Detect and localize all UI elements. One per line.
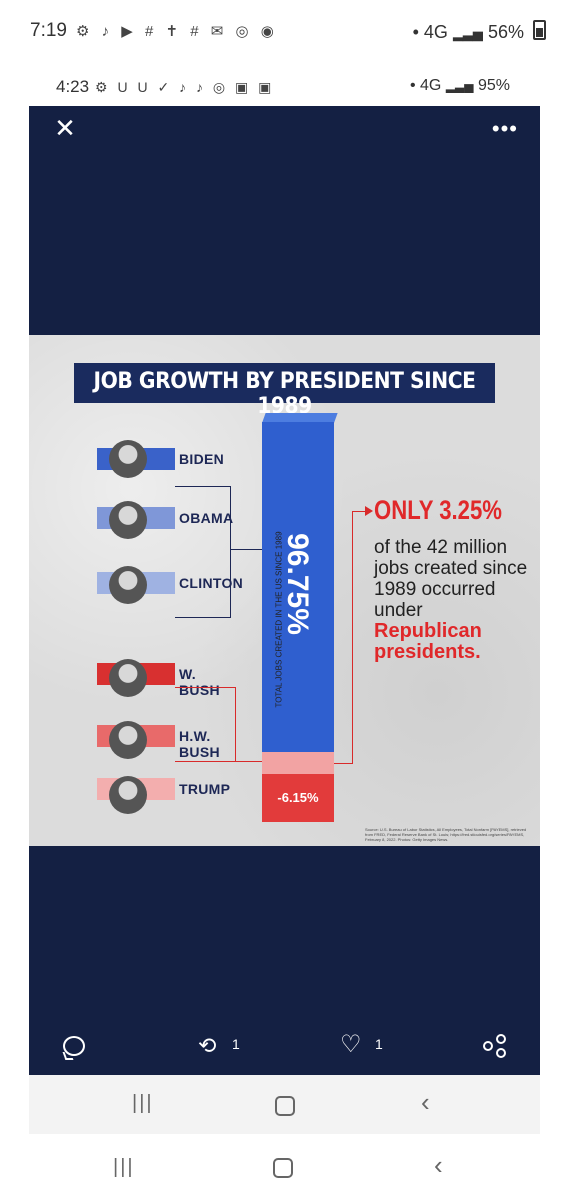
tweet-action-bar: ⟲ 1 ♡ 1: [29, 1026, 540, 1066]
outer-home-button[interactable]: [273, 1158, 293, 1178]
inner-signal-icon: ▂▃▅: [445, 79, 474, 93]
republican-connector: [175, 687, 235, 688]
more-options-icon[interactable]: •••: [491, 116, 518, 141]
reply-icon[interactable]: [63, 1036, 85, 1056]
outer-status-right: • 4G ▂▃▅ 56%: [413, 20, 546, 43]
like-count: 1: [375, 1036, 383, 1052]
democrat-bar: 96.75%: [262, 422, 334, 752]
infographic-title-banner: JOB GROWTH BY PRESIDENT SINCE 1989: [74, 363, 495, 419]
retweet-count: 1: [232, 1036, 240, 1052]
outer-notification-icons: ⚙ ♪ ▶ # ✝ # ✉ ◎ ◉: [76, 23, 278, 40]
president-name: TRUMP: [179, 781, 231, 797]
outer-network-indicator: • 4G: [412, 22, 448, 42]
source-citation: Source: U.S. Bureau of Labor Statistics,…: [365, 827, 527, 842]
president-photo: [109, 659, 147, 697]
inner-home-button[interactable]: [275, 1096, 295, 1116]
inner-navigation-bar: ||| ‹: [29, 1075, 540, 1134]
infographic-title: JOB GROWTH BY PRESIDENT SINCE 1989: [93, 369, 476, 419]
callout-emphasis: Republican presidents.: [374, 620, 482, 663]
image-viewer: 4:23 ⚙ U U ✓ ♪ ♪ ◎ ▣ ▣ • 4G ▂▃▅ 95% ✕ ••…: [29, 58, 540, 1134]
inner-notification-icons: ⚙ U U ✓ ♪ ♪ ◎ ▣ ▣: [95, 79, 275, 95]
outer-battery-percent: 56%: [487, 22, 524, 42]
inner-network-indicator: • 4G: [409, 77, 442, 94]
outer-battery-icon: [533, 20, 546, 40]
callout-headline: ONLY 3.25%: [374, 495, 502, 525]
inner-status-right: • 4G ▂▃▅ 95%: [410, 77, 510, 95]
president-name: H.W. BUSH: [179, 728, 220, 760]
president-name: W. BUSH: [179, 666, 220, 698]
callout-arrow-line: [334, 763, 352, 764]
share-icon[interactable]: [483, 1034, 506, 1058]
inner-battery-percent: 95%: [477, 77, 510, 94]
outer-status-bar: 7:19 ⚙ ♪ ▶ # ✝ # ✉ ◎ ◉ • 4G ▂▃▅ 56%: [0, 0, 568, 58]
president-name: CLINTON: [179, 575, 244, 591]
republican-bar: [262, 752, 334, 774]
outer-status-time: 7:19: [30, 20, 67, 41]
inner-status-time: 4:23: [56, 77, 90, 96]
outer-navigation-bar: ||| ‹: [0, 1134, 568, 1200]
republican-connector: [235, 687, 236, 761]
president-photo: [109, 721, 147, 759]
president-photo: [109, 776, 147, 814]
callout-arrow-line: [352, 511, 353, 764]
close-icon[interactable]: ✕: [54, 113, 76, 143]
callout-arrow-icon: [365, 506, 373, 516]
democrat-connector: [175, 486, 231, 618]
outer-signal-icon: ▂▃▅: [452, 26, 483, 41]
inner-status-bar: 4:23 ⚙ U U ✓ ♪ ♪ ◎ ▣ ▣ • 4G ▂▃▅ 95%: [29, 58, 540, 106]
president-name: BIDEN: [179, 451, 225, 467]
outer-back-button[interactable]: ‹: [434, 1150, 443, 1180]
infographic-image: JOB GROWTH BY PRESIDENT SINCE 1989 BIDEN…: [29, 335, 540, 846]
inner-back-button[interactable]: ‹: [421, 1087, 430, 1117]
president-photo: [109, 501, 147, 539]
trump-share-label: -6.15%: [277, 790, 319, 805]
outer-recent-apps-button[interactable]: |||: [113, 1156, 135, 1178]
axis-label: TOTAL JOBS CREATED IN THE US SINCE 1989: [274, 531, 284, 708]
callout-arrow-line: [352, 511, 368, 512]
president-photo: [109, 566, 147, 604]
democrat-share-label: 96.75%: [281, 533, 314, 635]
president-photo: [109, 440, 147, 478]
retweet-icon[interactable]: ⟲: [198, 1033, 217, 1058]
inner-recent-apps-button[interactable]: |||: [132, 1092, 154, 1114]
republican-connector: [175, 761, 262, 762]
trump-bar: -6.15%: [262, 774, 334, 822]
president-name: OBAMA: [179, 510, 234, 526]
like-icon[interactable]: ♡: [340, 1031, 362, 1058]
callout-body: of the 42 million jobs created since 198…: [374, 537, 528, 621]
democrat-connector-link: [230, 549, 262, 550]
